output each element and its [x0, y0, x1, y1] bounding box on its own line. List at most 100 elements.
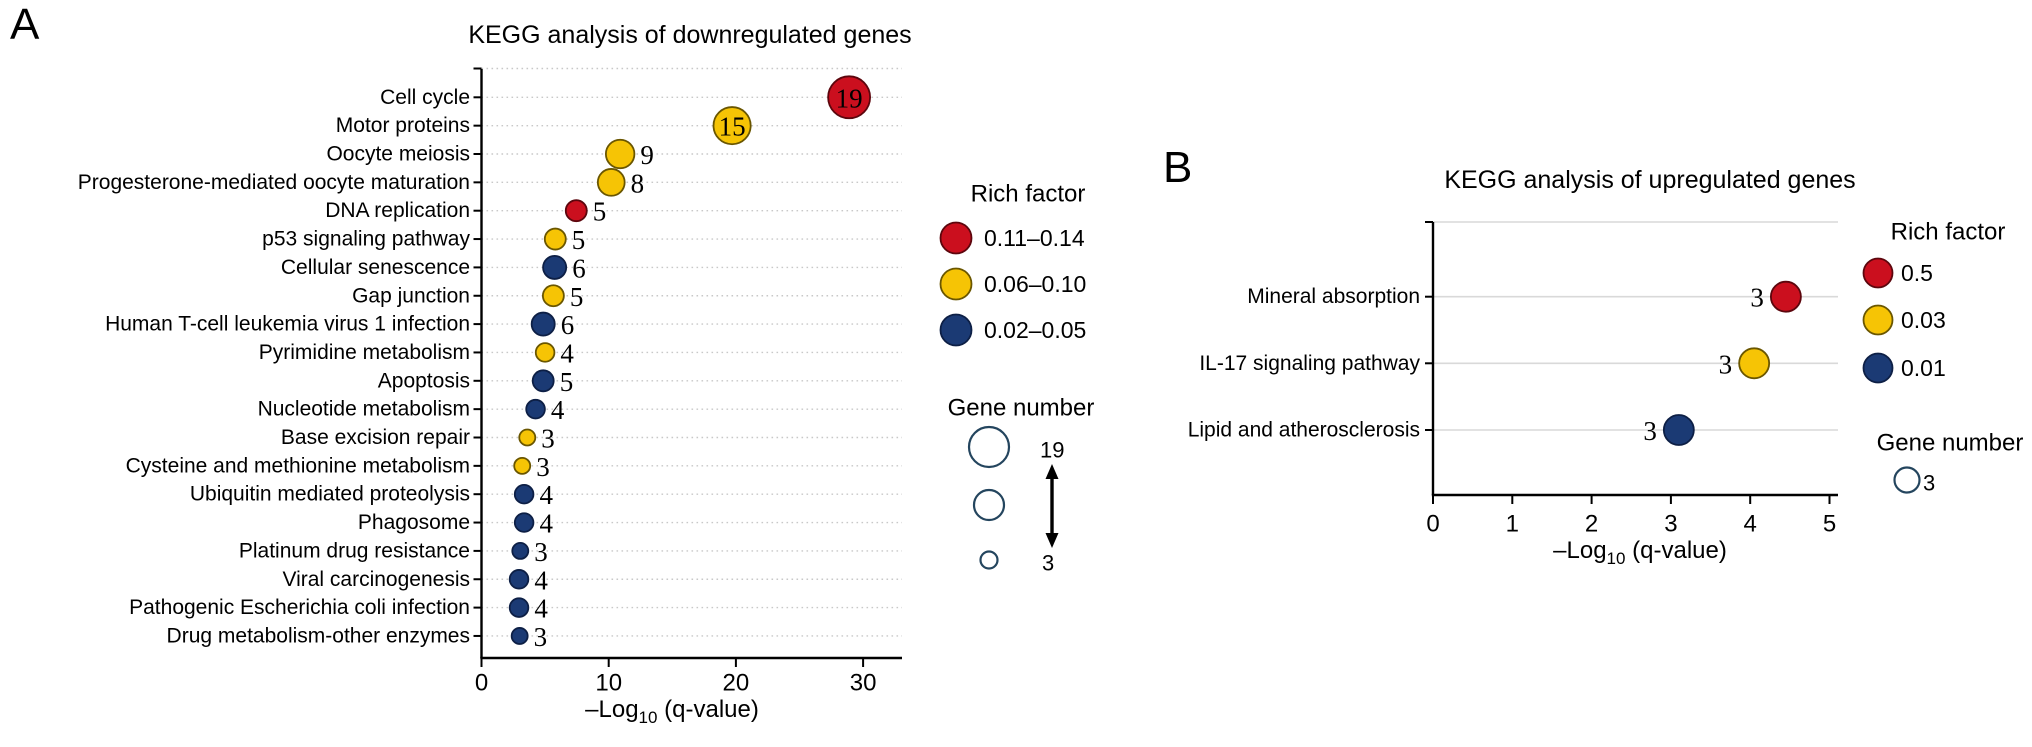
bubble-yellow [1738, 347, 1771, 380]
gene-count-label: 8 [631, 168, 645, 198]
rich-factor-swatch-yellow [939, 267, 973, 301]
category-label: DNA replication [325, 199, 470, 222]
bubble-blue [511, 541, 530, 560]
category-label: Ubiquitin mediated proteolysis [190, 483, 470, 506]
category-label: Phagosome [358, 511, 470, 534]
gene-count-label: 15 [719, 112, 746, 142]
x-tick-label: 4 [1744, 511, 1757, 538]
gene-count-label: 4 [539, 480, 553, 510]
rich-factor-legend-title: Rich factor [971, 181, 1086, 208]
rich-factor-range-label: 0.06–0.10 [984, 271, 1086, 297]
x-tick-label: 10 [595, 670, 622, 697]
gene-count-label: 9 [640, 140, 654, 170]
panel-b-letter: B [1163, 143, 1193, 192]
panel-a-legend: Rich factor 0.11–0.14 0.06–0.10 0.02–0.05 Ge… [939, 181, 1095, 576]
category-label: Progesterone-mediated oocyte maturation [78, 171, 470, 194]
gene-number-size-circle [979, 550, 999, 570]
gene-count-label: 5 [572, 225, 586, 255]
x-tick-label: 1 [1506, 511, 1519, 538]
gene-count-label: 4 [534, 565, 548, 595]
gene-count-label: 3 [1719, 349, 1733, 379]
bubble-blue [508, 569, 530, 590]
bubble-blue [525, 398, 546, 420]
category-label: Apoptosis [378, 369, 470, 392]
gene-count-label: 3 [534, 622, 548, 652]
gene-number-min-label: 3 [1042, 551, 1054, 576]
category-label: Cell cycle [380, 86, 470, 109]
x-tick-label: 5 [1823, 511, 1836, 538]
category-label: Viral carcinogenesis [282, 568, 470, 591]
gene-number-max-label: 19 [1040, 438, 1064, 463]
x-tick-label: 0 [475, 670, 488, 697]
rich-factor-range-label: 0.5 [1901, 260, 1933, 286]
gene-number-size-circle [967, 425, 1011, 469]
gene-count-label: 5 [570, 282, 584, 312]
gene-number-size-circle [972, 488, 1006, 522]
bubble-yellow [604, 138, 636, 170]
panel-a-chart: Cell cycle Motor proteins Oocyte meiosis Pr… [78, 67, 902, 727]
gene-count-label: 4 [560, 338, 574, 368]
bubble-blue [542, 254, 568, 280]
panel-b-title: KEGG analysis of upregulated genes [1444, 166, 1856, 194]
arrowhead-down-icon [1045, 533, 1059, 548]
gene-number-legend-title: Gene number [1877, 430, 2024, 457]
bubble-red [564, 199, 588, 223]
bubble-blue [510, 627, 529, 645]
x-tick-label: 0 [1426, 511, 1439, 538]
category-label: Base excision repair [281, 426, 470, 449]
category-label: Drug metabolism-other enzymes [167, 624, 470, 647]
gene-count-label: 5 [593, 197, 607, 227]
bubble-yellow [513, 456, 532, 475]
rich-factor-swatch-blue [1862, 352, 1894, 384]
gene-number-legend-title: Gene number [948, 395, 1095, 422]
rich-factor-range-label: 0.03 [1901, 307, 1946, 333]
rich-factor-range-label: 0.11–0.14 [984, 225, 1085, 251]
category-label: Oocyte meiosis [326, 143, 470, 166]
category-label: Nucleotide metabolism [258, 398, 470, 421]
gene-count-label: 3 [1643, 416, 1657, 446]
gene-count-label: 5 [560, 367, 574, 397]
bubble-yellow [518, 428, 537, 447]
rich-factor-swatch-yellow [1862, 304, 1894, 336]
panel-a-letter: A [10, 0, 40, 49]
rich-factor-swatch-red [1862, 257, 1894, 289]
rich-factor-swatch-blue [939, 313, 973, 347]
arrowhead-up-icon [1045, 464, 1059, 479]
gene-count-label: 3 [1750, 283, 1764, 313]
category-label: Gap junction [352, 284, 470, 307]
category-label: p53 signaling pathway [262, 228, 470, 251]
panel-b-legend: Rich factor 0.5 0.03 0.01 Gene number 3 [1862, 219, 2024, 496]
rich-factor-swatch-red [939, 221, 973, 255]
bubble-red [827, 75, 871, 120]
rich-factor-range-label: 0.01 [1901, 355, 1946, 381]
panel-a-title: KEGG analysis of downregulated genes [468, 21, 912, 49]
gene-count-label: 3 [541, 424, 555, 454]
bubble-blue [1662, 414, 1695, 446]
x-tick-label: 30 [850, 670, 877, 697]
x-tick-label: 3 [1664, 511, 1677, 538]
category-label: Cysteine and methionine metabolism [126, 454, 470, 477]
gene-count-label: 19 [836, 83, 863, 113]
x-axis-label: –Log10 (q-value) [1553, 537, 1727, 568]
gene-number-size-circle [1893, 466, 1921, 494]
bubble-blue [513, 483, 535, 505]
bubble-blue [513, 512, 535, 533]
category-label: Platinum drug resistance [239, 539, 470, 562]
gene-count-label: 3 [534, 537, 548, 567]
bubble-blue [531, 369, 555, 393]
bubble-yellow [541, 284, 565, 308]
category-label: IL-17 signaling pathway [1199, 352, 1420, 375]
bubble-yellow [712, 106, 752, 146]
gene-count-label: 6 [561, 310, 575, 340]
gene-count-label: 4 [551, 395, 565, 425]
rich-factor-legend-title: Rich factor [1891, 219, 2006, 246]
x-tick-label: 20 [723, 670, 750, 697]
x-axis-label: –Log10 (q-value) [585, 696, 759, 727]
category-label: Pathogenic Escherichia coli infection [129, 596, 470, 619]
gene-number-min-label: 3 [1923, 471, 1935, 496]
rich-factor-range-label: 0.02–0.05 [984, 317, 1086, 343]
bubble-red [1769, 280, 1802, 313]
bubble-blue [530, 311, 556, 337]
